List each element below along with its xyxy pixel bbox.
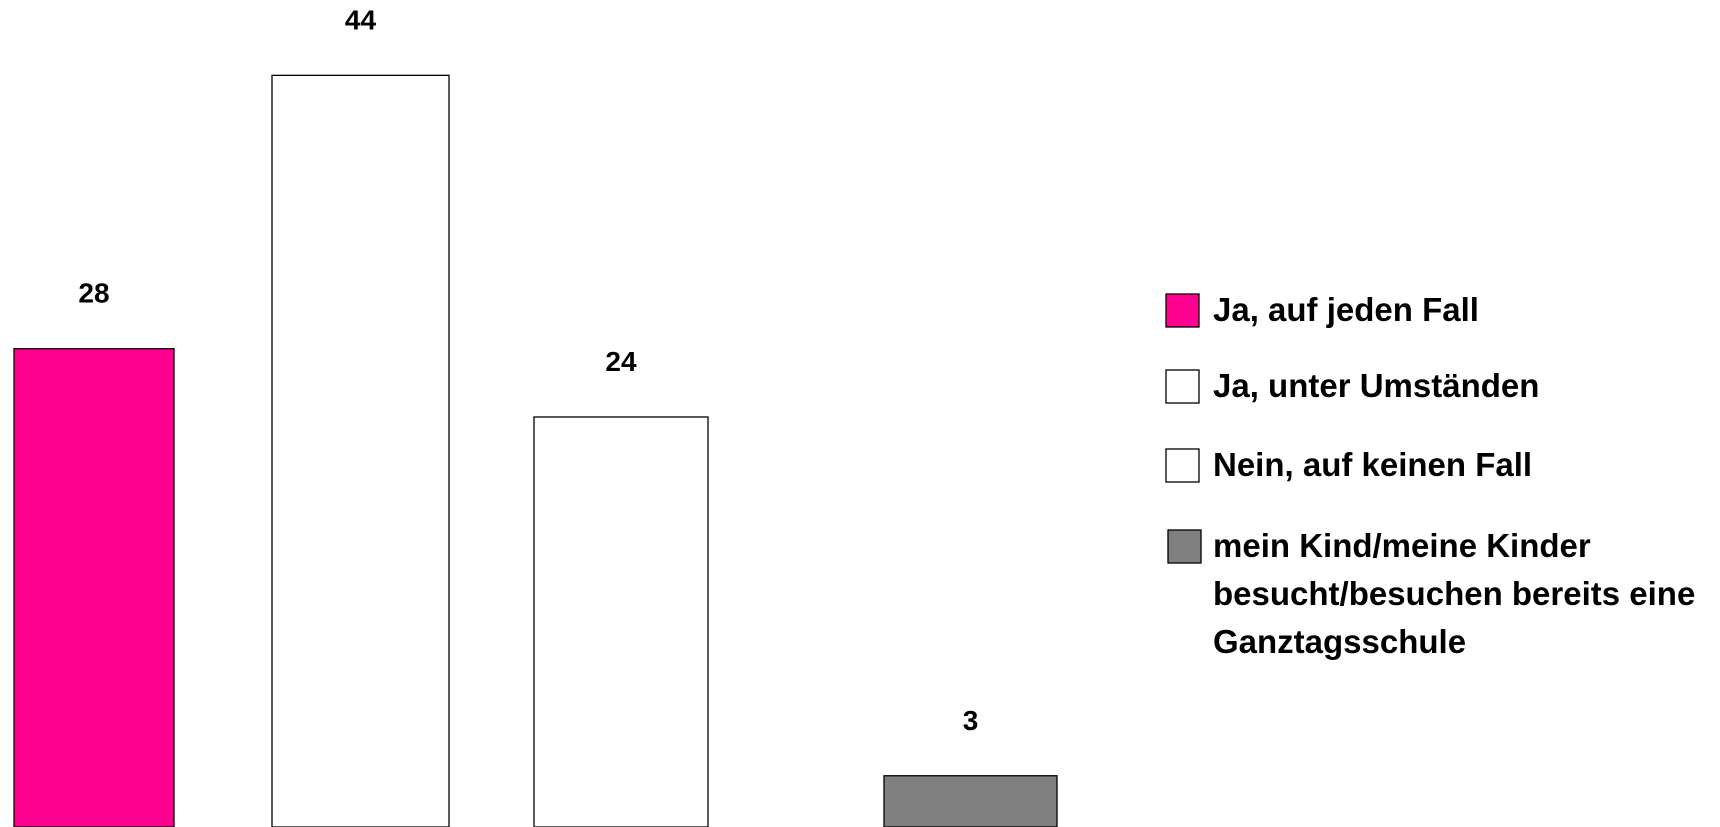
legend-swatch [1167, 529, 1202, 564]
legend-entry: mein Kind/meine Kinder besucht/besuchen … [1213, 527, 1696, 660]
legend-entry: Nein, auf keinen Fall [1213, 446, 1533, 483]
data-label: 24 [605, 346, 637, 377]
bar [883, 775, 1058, 827]
bar [533, 416, 709, 827]
bar [271, 74, 450, 827]
data-label: 44 [345, 4, 377, 35]
bar [13, 348, 175, 827]
legend-entry: Ja, auf jeden Fall [1213, 291, 1479, 328]
legend-swatch [1165, 448, 1200, 483]
legend-label: Nein, auf keinen Fall [1213, 446, 1533, 483]
data-label: 3 [963, 705, 979, 736]
legend-swatch [1165, 293, 1200, 328]
legend-swatch [1165, 369, 1200, 404]
data-label: 28 [78, 278, 109, 309]
legend-entry: Ja, unter Umständen [1213, 367, 1540, 404]
legend-label: mein Kind/meine Kinder besucht/besuchen … [1213, 527, 1696, 660]
legend-label: Ja, unter Umständen [1213, 367, 1540, 404]
legend-label: Ja, auf jeden Fall [1213, 291, 1479, 328]
